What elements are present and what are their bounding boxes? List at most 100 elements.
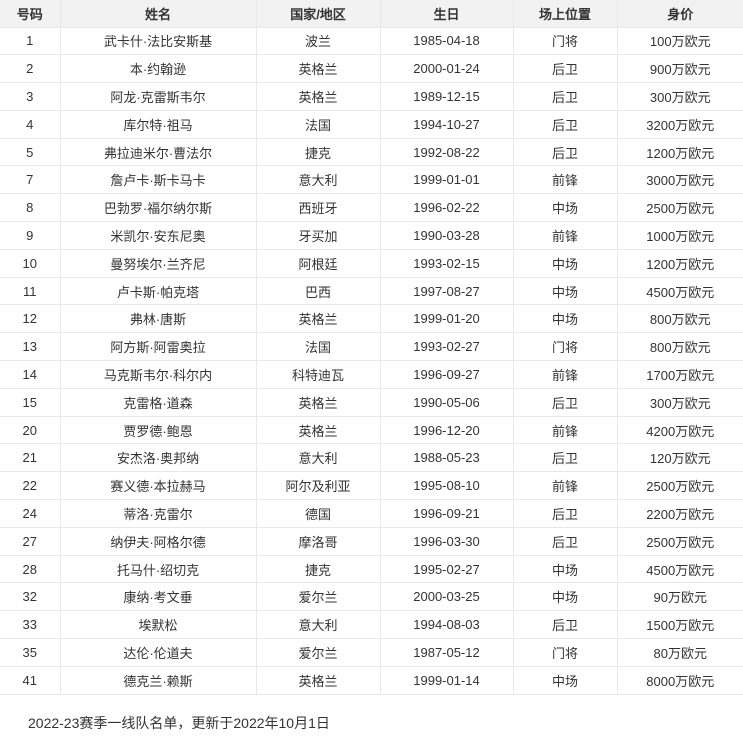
cell-country: 阿尔及利亚 [256, 471, 381, 501]
cell-birthday: 1995-02-27 [380, 555, 514, 584]
cell-position: 中场 [513, 304, 618, 334]
cell-value: 1700万欧元 [617, 360, 743, 389]
cell-number: 21 [0, 443, 61, 473]
cell-value: 2200万欧元 [617, 499, 743, 528]
cell-birthday: 1996-02-22 [380, 193, 514, 223]
cell-name: 曼努埃尔·兰齐尼 [60, 249, 257, 278]
table-row: 9 米凯尔·安东尼奥 牙买加 1990-03-28 前锋 1000万欧元 [0, 221, 743, 250]
cell-birthday: 1996-03-30 [380, 527, 514, 556]
cell-number: 20 [0, 416, 61, 445]
table-row: 33 埃默松 意大利 1994-08-03 后卫 1500万欧元 [0, 610, 743, 640]
cell-country: 科特迪瓦 [256, 360, 381, 389]
cell-position: 后卫 [513, 138, 618, 167]
cell-value: 90万欧元 [617, 582, 743, 612]
cell-value: 800万欧元 [617, 332, 743, 362]
table-row: 11 卢卡斯·帕克塔 巴西 1997-08-27 中场 4500万欧元 [0, 277, 743, 306]
table-row: 32 康纳·考文垂 爱尔兰 2000-03-25 中场 90万欧元 [0, 582, 743, 612]
cell-position: 中场 [513, 555, 618, 584]
cell-value: 4200万欧元 [617, 416, 743, 445]
cell-value: 300万欧元 [617, 388, 743, 417]
cell-country: 牙买加 [256, 221, 381, 250]
cell-name: 托马什·绍切克 [60, 555, 257, 584]
cell-position: 前锋 [513, 165, 618, 195]
cell-position: 后卫 [513, 82, 618, 111]
cell-name: 米凯尔·安东尼奥 [60, 221, 257, 250]
cell-number: 13 [0, 332, 61, 362]
cell-position: 中场 [513, 193, 618, 223]
cell-name: 克雷格·道森 [60, 388, 257, 417]
cell-country: 意大利 [256, 443, 381, 473]
cell-position: 中场 [513, 582, 618, 612]
cell-birthday: 1989-12-15 [380, 82, 514, 111]
cell-country: 阿根廷 [256, 249, 381, 278]
cell-birthday: 1988-05-23 [380, 443, 514, 473]
cell-birthday: 1993-02-15 [380, 249, 514, 278]
cell-name: 达伦·伦道夫 [60, 638, 257, 667]
column-header: 生日 [380, 0, 514, 28]
cell-country: 意大利 [256, 610, 381, 640]
table-body: 1 武卡什·法比安斯基 波兰 1985-04-18 门将 100万欧元 2 本·… [0, 27, 743, 695]
cell-number: 12 [0, 304, 61, 334]
cell-number: 11 [0, 277, 61, 306]
cell-position: 后卫 [513, 388, 618, 417]
cell-number: 14 [0, 360, 61, 389]
cell-name: 康纳·考文垂 [60, 582, 257, 612]
cell-value: 80万欧元 [617, 638, 743, 667]
cell-number: 22 [0, 471, 61, 501]
table-header: 号码 姓名 国家/地区 生日 场上位置 身价 [0, 0, 743, 28]
cell-country: 意大利 [256, 165, 381, 195]
cell-birthday: 1994-10-27 [380, 110, 514, 139]
cell-value: 2500万欧元 [617, 527, 743, 556]
cell-position: 后卫 [513, 527, 618, 556]
cell-number: 15 [0, 388, 61, 417]
cell-name: 库尔特·祖马 [60, 110, 257, 139]
cell-value: 4500万欧元 [617, 555, 743, 584]
cell-position: 门将 [513, 27, 618, 56]
table-row: 35 达伦·伦道夫 爱尔兰 1987-05-12 门将 80万欧元 [0, 638, 743, 667]
cell-number: 27 [0, 527, 61, 556]
squad-roster-page: 号码 姓名 国家/地区 生日 场上位置 身价 1 武卡什·法比安斯基 波兰 1985-04… [0, 0, 743, 731]
table-row: 1 武卡什·法比安斯基 波兰 1985-04-18 门将 100万欧元 [0, 27, 743, 56]
cell-name: 德克兰·赖斯 [60, 666, 257, 695]
cell-country: 英格兰 [256, 666, 381, 695]
cell-birthday: 1990-05-06 [380, 388, 514, 417]
table-row: 15 克雷格·道森 英格兰 1990-05-06 后卫 300万欧元 [0, 388, 743, 417]
cell-name: 纳伊夫·阿格尔德 [60, 527, 257, 556]
cell-country: 英格兰 [256, 388, 381, 417]
cell-birthday: 1999-01-14 [380, 666, 514, 695]
cell-birthday: 1997-08-27 [380, 277, 514, 306]
squad-table: 号码 姓名 国家/地区 生日 场上位置 身价 1 武卡什·法比安斯基 波兰 1985-04… [0, 0, 743, 695]
table-row: 20 贾罗德·鲍恩 英格兰 1996-12-20 前锋 4200万欧元 [0, 416, 743, 445]
table-row: 14 马克斯韦尔·科尔内 科特迪瓦 1996-09-27 前锋 1700万欧元 [0, 360, 743, 389]
table-row: 8 巴勃罗·福尔纳尔斯 西班牙 1996-02-22 中场 2500万欧元 [0, 193, 743, 223]
table-row: 28 托马什·绍切克 捷克 1995-02-27 中场 4500万欧元 [0, 555, 743, 584]
cell-name: 武卡什·法比安斯基 [60, 27, 257, 56]
cell-number: 35 [0, 638, 61, 667]
cell-country: 爱尔兰 [256, 638, 381, 667]
table-row: 10 曼努埃尔·兰齐尼 阿根廷 1993-02-15 中场 1200万欧元 [0, 249, 743, 278]
column-header: 号码 [0, 0, 61, 28]
cell-birthday: 1996-12-20 [380, 416, 514, 445]
cell-country: 摩洛哥 [256, 527, 381, 556]
cell-number: 4 [0, 110, 61, 139]
cell-number: 7 [0, 165, 61, 195]
cell-value: 2500万欧元 [617, 193, 743, 223]
cell-value: 900万欧元 [617, 54, 743, 84]
cell-position: 后卫 [513, 499, 618, 528]
cell-birthday: 1993-02-27 [380, 332, 514, 362]
cell-number: 9 [0, 221, 61, 250]
cell-name: 巴勃罗·福尔纳尔斯 [60, 193, 257, 223]
table-row: 27 纳伊夫·阿格尔德 摩洛哥 1996-03-30 后卫 2500万欧元 [0, 527, 743, 556]
cell-country: 英格兰 [256, 82, 381, 111]
table-row: 2 本·约翰逊 英格兰 2000-01-24 后卫 900万欧元 [0, 54, 743, 84]
cell-number: 5 [0, 138, 61, 167]
cell-name: 赛义德·本拉赫马 [60, 471, 257, 501]
table-row: 7 詹卢卡·斯卡马卡 意大利 1999-01-01 前锋 3000万欧元 [0, 165, 743, 195]
cell-birthday: 2000-01-24 [380, 54, 514, 84]
table-row: 4 库尔特·祖马 法国 1994-10-27 后卫 3200万欧元 [0, 110, 743, 139]
cell-value: 120万欧元 [617, 443, 743, 473]
cell-name: 埃默松 [60, 610, 257, 640]
cell-number: 10 [0, 249, 61, 278]
cell-value: 1200万欧元 [617, 138, 743, 167]
table-row: 3 阿龙·克雷斯韦尔 英格兰 1989-12-15 后卫 300万欧元 [0, 82, 743, 111]
